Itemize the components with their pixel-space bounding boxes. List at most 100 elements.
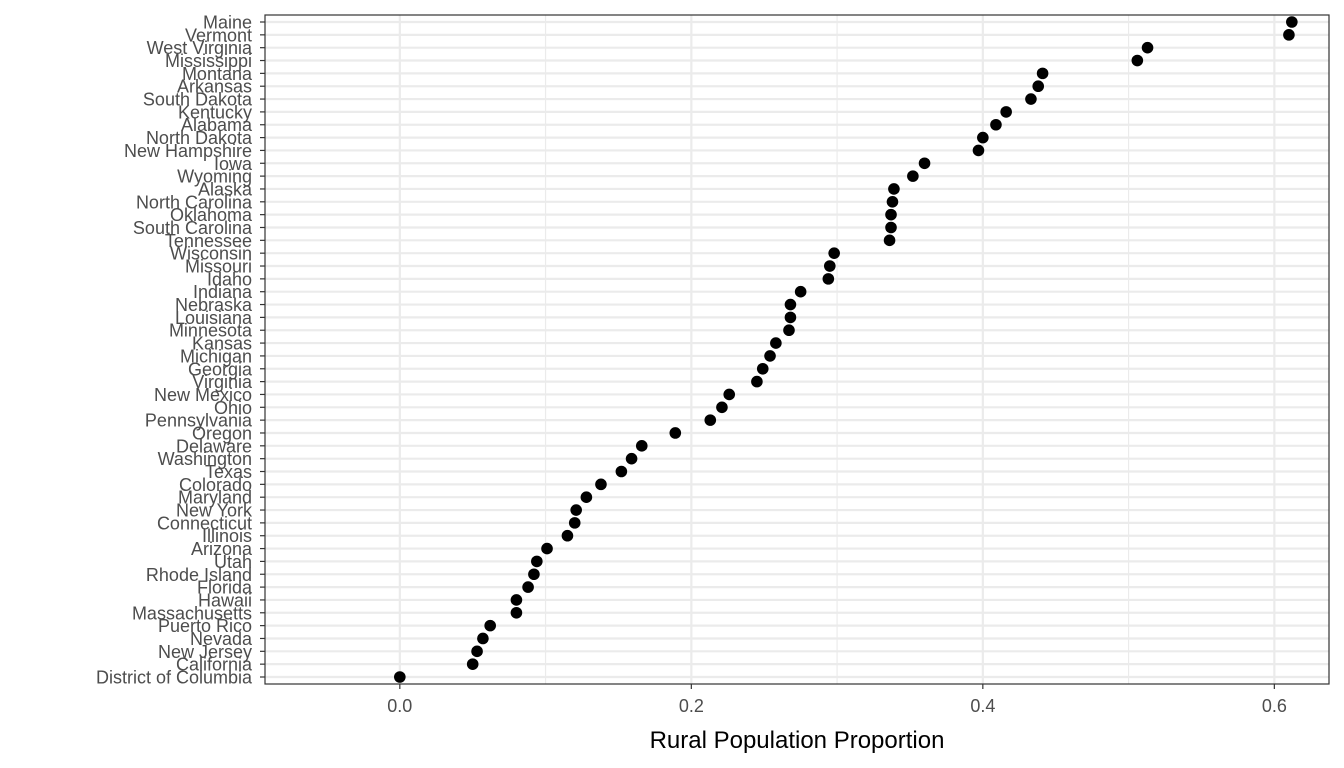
data-point (595, 478, 607, 491)
y-tick-label: Montana (182, 64, 253, 84)
y-tick-label: Delaware (176, 436, 252, 456)
data-point (1032, 80, 1045, 93)
data-point (570, 504, 582, 516)
y-tick-label: Arizona (191, 539, 253, 559)
x-tick-label: 0.4 (970, 696, 995, 716)
data-point (1141, 41, 1154, 54)
y-tick-label: California (176, 655, 253, 675)
y-tick-label: Tennessee (165, 231, 252, 251)
y-tick-label: New Jersey (158, 642, 252, 662)
data-point (510, 594, 523, 606)
y-tick-label: Louisiana (175, 308, 253, 328)
data-point (764, 350, 776, 362)
y-tick-label: Virginia (192, 372, 253, 392)
data-point (823, 260, 836, 272)
y-tick-label: Idaho (207, 269, 252, 289)
data-point (1025, 93, 1037, 105)
y-tick-label: Alabama (181, 115, 253, 135)
y-tick-label: Maine (203, 13, 252, 33)
y-tick-label: Vermont (185, 25, 252, 45)
y-tick-label: Wyoming (177, 167, 252, 187)
y-tick-label: Massachusetts (132, 603, 252, 623)
data-point (1000, 106, 1012, 118)
data-point (990, 118, 1002, 131)
data-point (1131, 54, 1144, 67)
data-point (907, 170, 919, 182)
data-point (723, 388, 736, 401)
data-point (669, 427, 682, 439)
data-point (466, 658, 479, 670)
data-point (888, 183, 900, 195)
y-tick-label: Washington (158, 449, 252, 469)
x-tick-label: 0.2 (679, 696, 704, 716)
data-point (471, 645, 483, 658)
data-point (531, 555, 543, 568)
data-points (394, 16, 1298, 683)
y-tick-label: Nebraska (175, 295, 253, 315)
data-point (615, 465, 628, 478)
y-tick-label: New Mexico (154, 385, 252, 405)
data-point (568, 517, 581, 529)
y-tick-label: New Hampshire (124, 141, 252, 161)
data-point (1286, 16, 1298, 28)
x-tick-label: 0.0 (387, 696, 412, 716)
y-tick-label: Kansas (192, 334, 252, 354)
y-tick-label: Iowa (214, 154, 253, 174)
data-point (484, 619, 496, 632)
y-tick-label: Utah (214, 552, 252, 572)
y-tick-label: North Carolina (136, 192, 253, 212)
data-point (918, 157, 931, 170)
data-point (635, 440, 648, 452)
data-point (510, 606, 523, 619)
y-tick-label: Florida (197, 578, 253, 598)
data-point (783, 324, 795, 337)
y-tick-label: Texas (205, 462, 252, 482)
grid (265, 15, 1329, 684)
data-point (756, 362, 769, 375)
data-point (716, 401, 728, 414)
y-tick-label: Oregon (192, 423, 252, 443)
y-tick-label: Missouri (185, 257, 252, 277)
y-tick-label: Ohio (214, 398, 252, 418)
y-tick-label: Indiana (193, 282, 253, 302)
data-point (784, 311, 797, 324)
y-tick-label: New York (176, 501, 253, 521)
y-tick-label: Illinois (202, 526, 252, 546)
data-point (477, 632, 489, 645)
y-tick-label: Minnesota (169, 321, 253, 341)
y-tick-label: Michigan (180, 346, 252, 366)
data-point (822, 273, 835, 285)
plot-panel (265, 15, 1329, 684)
data-point (784, 298, 797, 311)
data-point (883, 234, 896, 247)
y-tick-label: South Dakota (143, 90, 253, 110)
y-tick-label: Hawaii (198, 590, 252, 610)
data-point (977, 131, 989, 144)
y-tick-label: West Virginia (147, 38, 253, 58)
data-point (541, 542, 553, 555)
data-point (522, 581, 534, 593)
data-point (704, 414, 717, 426)
data-point (625, 452, 638, 465)
y-tick-label: Kentucky (178, 102, 252, 122)
y-tick-label: District of Columbia (96, 668, 253, 688)
y-tick-label: Puerto Rico (158, 616, 252, 636)
y-tick-label: Connecticut (157, 513, 252, 533)
y-tick-label: Alaska (198, 179, 253, 199)
x-tick-label: 0.6 (1262, 696, 1287, 716)
y-tick-label: Colorado (179, 475, 252, 495)
y-tick-label: North Dakota (146, 128, 253, 148)
data-point (580, 491, 593, 503)
y-tick-label: Pennsylvania (145, 411, 253, 431)
data-point (885, 208, 897, 221)
x-axis-title: Rural Population Proportion (650, 727, 945, 754)
data-point (751, 375, 763, 388)
y-tick-label: Georgia (188, 359, 253, 379)
data-point (528, 568, 540, 581)
y-tick-label: Oklahoma (170, 205, 253, 225)
data-point (885, 221, 897, 234)
y-tick-label: South Carolina (133, 218, 253, 238)
data-point (828, 247, 840, 259)
panel-border (264, 14, 1330, 685)
